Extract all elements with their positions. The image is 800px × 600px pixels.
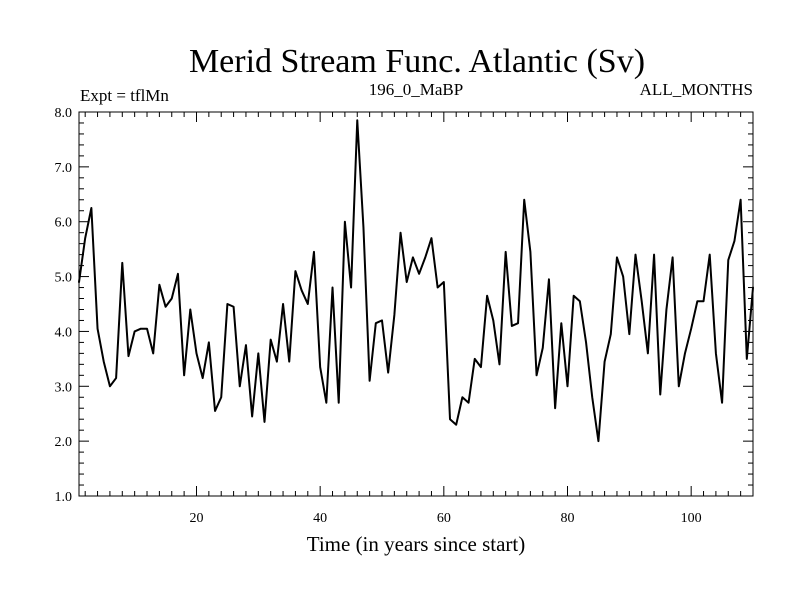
y-tick-label: 6.0 [55,216,73,231]
axis-tick-labels: 20 40 60 80 100 1.0 2.0 3.0 4.0 5.0 6.0 7.0 8.0 [55,106,702,526]
period-label: 196_0_MaBP [369,80,463,99]
series-line [78,119,754,443]
x-tick-label: 20 [189,511,203,526]
plot-frame [78,111,754,497]
y-tick-label: 2.0 [55,435,73,450]
x-tick-label: 60 [437,511,451,526]
y-tick-label: 4.0 [55,325,73,340]
x-tick-label: 80 [560,511,574,526]
y-tick-label: 7.0 [55,161,73,176]
x-tick-label: 100 [681,511,702,526]
y-tick-label: 5.0 [55,271,73,286]
axis-ticks [79,111,754,497]
x-tick-label: 40 [313,511,327,526]
experiment-label: Expt = tflMn [80,86,169,105]
x-axis-title: Time (in years since start) [307,532,526,556]
chart-title: Merid Stream Func. Atlantic (Sv) [189,43,645,80]
y-tick-label: 3.0 [55,380,73,395]
y-tick-label: 1.0 [55,490,73,505]
months-label: ALL_MONTHS [640,80,753,99]
y-tick-label: 8.0 [55,106,73,121]
